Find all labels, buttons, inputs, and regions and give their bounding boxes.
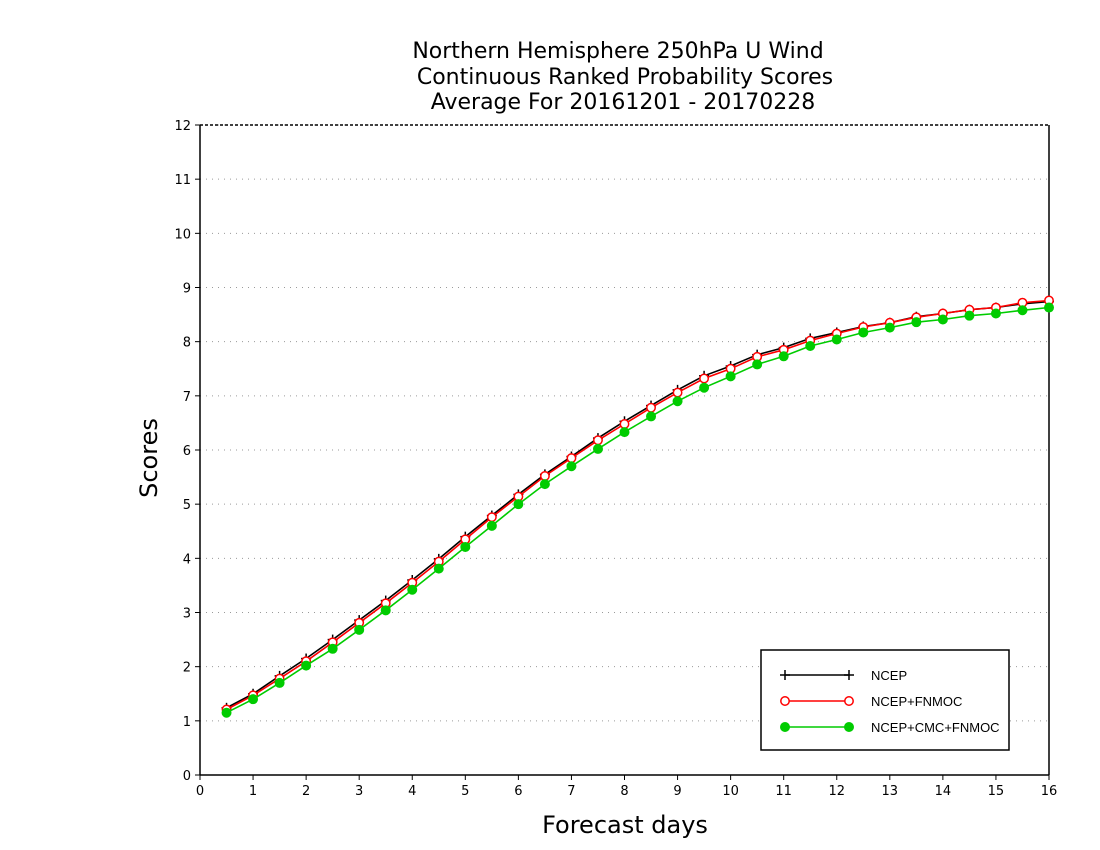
- legend-box: [760, 649, 1010, 751]
- point-filled-circle: [646, 411, 657, 422]
- point-filled-circle: [221, 707, 232, 718]
- point-filled-circle: [699, 382, 710, 393]
- point-filled-circle: [274, 677, 285, 688]
- y-tick-label: 4: [183, 552, 191, 567]
- point-filled-circle: [513, 499, 524, 510]
- point-filled-circle: [592, 443, 603, 454]
- point-filled-circle: [805, 341, 816, 351]
- point-open-circle: [699, 373, 710, 384]
- x-tick-label: 12: [828, 784, 845, 799]
- title-line-1: Northern Hemisphere 250hPa U Wind: [412, 39, 823, 64]
- title-line-2: Continuous Ranked Probability Scores: [417, 65, 833, 90]
- point-filled-circle: [619, 427, 630, 438]
- point-open-circle: [566, 453, 577, 464]
- x-tick-label: 14: [935, 784, 952, 799]
- series-line: [226, 299, 1050, 711]
- point-open-circle: [593, 435, 603, 446]
- y-tick-label: 2: [183, 661, 191, 676]
- point-filled-circle: [1017, 305, 1028, 316]
- y-tick-label: 6: [183, 444, 191, 459]
- point-filled-circle: [486, 520, 497, 531]
- point-open-circle: [619, 419, 630, 429]
- series-line: [226, 300, 1050, 709]
- x-tick-label: 2: [302, 784, 310, 799]
- point-open-circle: [780, 696, 790, 706]
- point-filled-circle: [380, 605, 391, 616]
- point-filled-circle: [884, 322, 895, 333]
- x-tick-label: 3: [355, 784, 363, 799]
- point-filled-circle: [354, 624, 365, 635]
- point-filled-circle: [778, 351, 789, 362]
- legend-label: NCEP: [871, 668, 907, 683]
- y-tick-label: 7: [183, 390, 191, 405]
- x-tick-label: 15: [988, 784, 1005, 799]
- point-filled-circle: [831, 334, 842, 345]
- x-tick-label: 6: [514, 784, 522, 799]
- x-tick-label: 7: [567, 784, 575, 799]
- point-filled-circle: [1044, 302, 1054, 313]
- x-tick-label: 0: [196, 784, 204, 799]
- point-filled-circle: [937, 314, 948, 325]
- point-filled-circle: [566, 461, 577, 472]
- point-filled-circle: [725, 371, 736, 382]
- y-tick-label: 12: [174, 119, 191, 134]
- point-filled-circle: [964, 310, 975, 321]
- x-tick-label: 10: [722, 784, 739, 799]
- point-filled-circle: [911, 317, 922, 328]
- y-tick-label: 9: [183, 282, 191, 297]
- point-open-circle: [486, 512, 497, 523]
- x-tick-label: 1: [249, 784, 257, 799]
- point-filled-circle: [780, 722, 790, 732]
- y-tick-label: 3: [183, 607, 191, 622]
- point-open-circle: [539, 471, 550, 481]
- point-open-circle: [844, 696, 854, 706]
- y-tick-label: 0: [183, 769, 191, 784]
- legend-label: NCEP+CMC+FNMOC: [871, 720, 1000, 735]
- series-2: [221, 302, 1054, 718]
- y-tick-label: 10: [174, 227, 191, 242]
- legend: NCEP NCEP+FNMOC NCEP+CMC+FNMOC: [760, 649, 1010, 751]
- point-filled-circle: [407, 584, 418, 595]
- point-filled-circle: [327, 643, 338, 654]
- chart-title: Northern Hemisphere 250hPa U Wind Contin…: [412, 39, 833, 115]
- point-filled-circle: [672, 396, 683, 407]
- y-axis-title: Scores: [135, 418, 163, 498]
- point-filled-circle: [433, 563, 444, 574]
- x-tick-label: 16: [1041, 784, 1058, 799]
- point-filled-circle: [844, 722, 854, 732]
- x-tick-label: 11: [775, 784, 792, 799]
- x-tick-label: 5: [461, 784, 469, 799]
- point-filled-circle: [539, 479, 550, 490]
- x-tick-label: 13: [882, 784, 899, 799]
- point-filled-circle: [990, 308, 1001, 319]
- y-tick-label: 1: [183, 715, 191, 730]
- point-filled-circle: [248, 694, 259, 705]
- point-open-circle: [646, 402, 656, 413]
- y-tick-label: 11: [174, 173, 191, 188]
- point-filled-circle: [301, 660, 312, 671]
- point-open-circle: [672, 387, 683, 398]
- x-axis-title: Forecast days: [542, 811, 708, 839]
- x-tick-label: 8: [620, 784, 628, 799]
- point-filled-circle: [752, 359, 763, 370]
- point-filled-circle: [858, 327, 869, 338]
- x-tick-label: 4: [408, 784, 416, 799]
- y-tick-label: 5: [183, 498, 191, 513]
- legend-label: NCEP+FNMOC: [871, 694, 962, 709]
- x-tick-label: 9: [673, 784, 681, 799]
- y-tick-label: 8: [183, 336, 191, 351]
- title-line-3: Average For 20161201 - 20170228: [431, 90, 816, 115]
- data-series: [221, 295, 1054, 718]
- point-filled-circle: [460, 541, 471, 552]
